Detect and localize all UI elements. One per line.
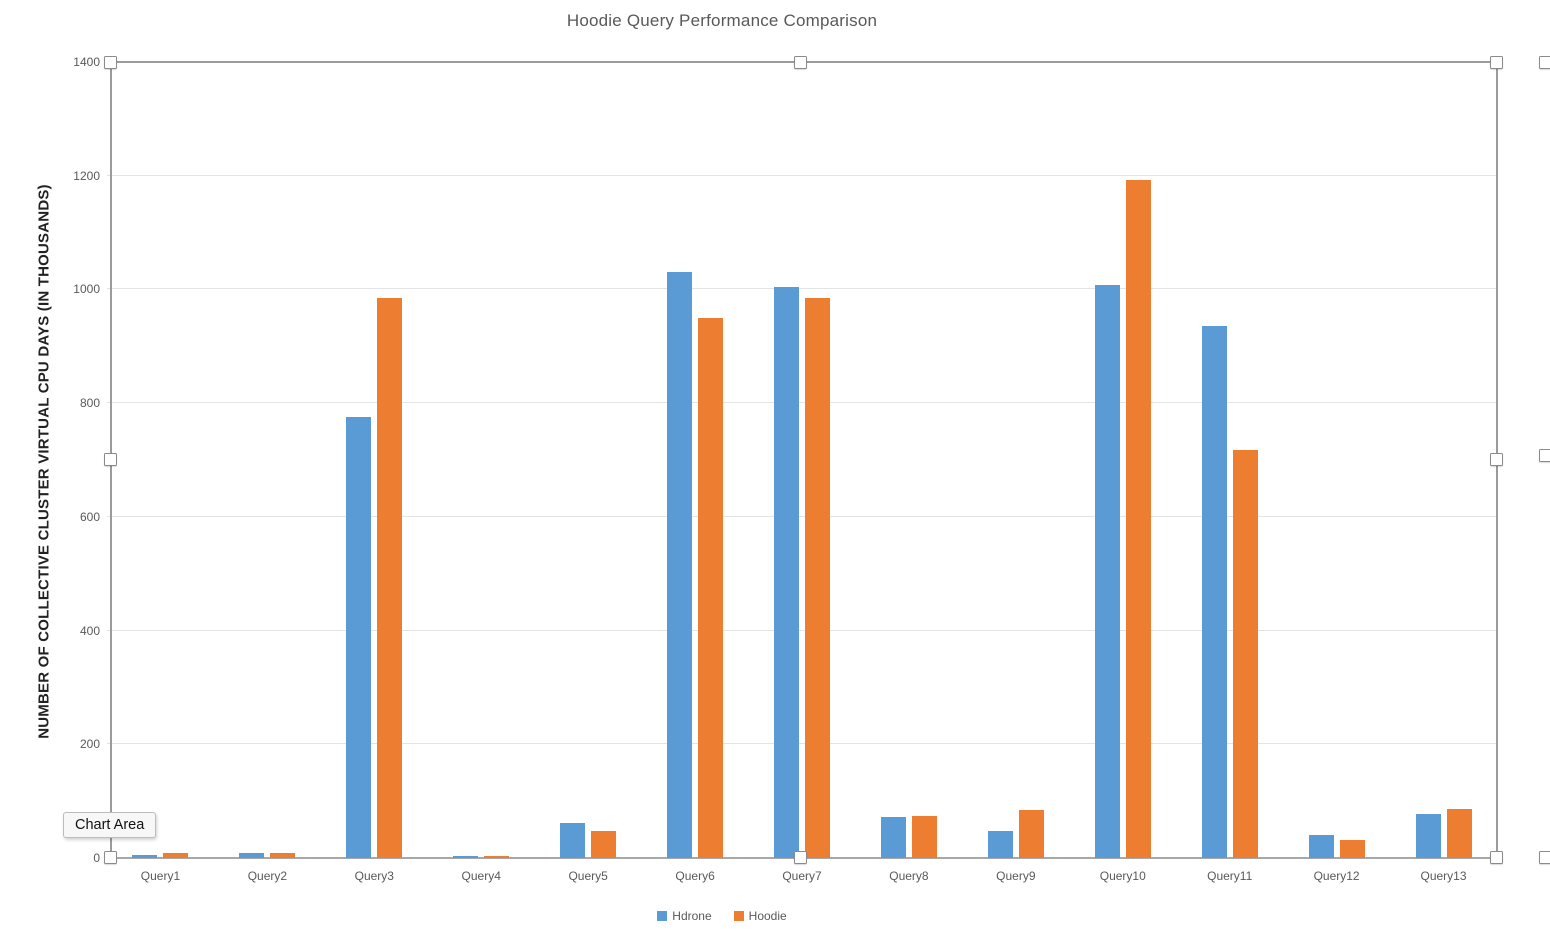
y-tick-label-1400: 1400: [73, 55, 100, 69]
x-tick-label-query11: Query11: [1207, 869, 1253, 883]
bar-hoodie-query7[interactable]: [805, 297, 830, 858]
bar-hdrone-query1[interactable]: [132, 855, 158, 858]
bar-hoodie-query2[interactable]: [270, 853, 296, 858]
x-tick-label-query5: Query5: [568, 869, 608, 883]
selection-handle-mid-right[interactable]: [1490, 453, 1503, 466]
y-tick-label-400: 400: [79, 623, 100, 638]
y-axis-tick-labels[interactable]: 0 200 400 600 800 1000 1200 1400: [38, 0, 100, 934]
bar-hoodie-query11[interactable]: [1232, 449, 1258, 858]
x-tick-label-query9: Query9: [996, 869, 1036, 883]
gridline-1200: [107, 174, 1497, 176]
x-tick-label-query8: Query8: [889, 869, 929, 883]
bar-hoodie-query10[interactable]: [1125, 180, 1151, 858]
legend[interactable]: Hdrone Hoodie: [107, 906, 1337, 926]
y-tick-label-1200: 1200: [73, 168, 100, 183]
bar-hdrone-query10[interactable]: [1094, 284, 1120, 858]
gridline-600: [107, 515, 1497, 517]
bar-hdrone-query11[interactable]: [1201, 326, 1227, 858]
bar-hoodie-query3[interactable]: [377, 297, 403, 858]
bar-hoodie-query13[interactable]: [1446, 808, 1472, 858]
bar-hoodie-query1[interactable]: [163, 853, 189, 858]
gridline-400: [107, 629, 1497, 631]
gridline-200: [107, 743, 1497, 745]
y-tick-label-1000: 1000: [73, 282, 100, 297]
bar-hdrone-query9[interactable]: [987, 830, 1013, 858]
legend-item-hdrone[interactable]: Hdrone: [657, 909, 712, 923]
bar-hdrone-query8[interactable]: [880, 816, 906, 858]
bar-hoodie-query9[interactable]: [1018, 810, 1044, 858]
plot-area[interactable]: [107, 61, 1497, 859]
selection-handle-bottom-left[interactable]: [104, 851, 117, 864]
x-tick-label-query7: Query7: [782, 869, 822, 883]
chart-handle-top-right-clipped[interactable]: [1539, 56, 1550, 69]
legend-swatch-hoodie: [733, 911, 744, 921]
chart-handle-mid-right-clipped[interactable]: [1539, 449, 1550, 462]
y-tick-label-200: 200: [79, 737, 100, 752]
bar-hoodie-query8[interactable]: [911, 815, 937, 858]
selection-handle-bottom-right[interactable]: [1490, 851, 1503, 864]
x-tick-label-query4: Query4: [461, 869, 501, 883]
x-tick-label-query6: Query6: [675, 869, 715, 883]
selection-handle-top-right[interactable]: [1490, 56, 1503, 69]
x-tick-label-query10: Query10: [1099, 869, 1146, 883]
y-tick-label-800: 800: [79, 396, 100, 411]
y-tick-label-600: 600: [79, 509, 100, 524]
legend-item-hoodie[interactable]: Hoodie: [733, 909, 787, 923]
x-axis-tick-labels[interactable]: Query1 Query2 Query3 Query4 Query5 Query6 Quer…: [107, 868, 1497, 888]
legend-label-hdrone: Hdrone: [672, 909, 712, 923]
x-tick-label-query12: Query12: [1313, 869, 1360, 883]
bar-hoodie-query5[interactable]: [591, 830, 617, 858]
bar-hdrone-query6[interactable]: [667, 272, 693, 858]
gridline-1000: [107, 288, 1497, 290]
x-tick-label-query13: Query13: [1420, 869, 1467, 883]
bar-hoodie-query12[interactable]: [1339, 839, 1365, 858]
selection-handle-mid-left[interactable]: [104, 453, 117, 466]
y-tick-label-0: 0: [93, 851, 100, 865]
bar-hdrone-query7[interactable]: [774, 286, 799, 858]
selection-handle-bottom-center[interactable]: [794, 851, 807, 864]
chart-handle-bottom-right-clipped[interactable]: [1539, 851, 1550, 864]
bar-hdrone-query5[interactable]: [560, 823, 586, 858]
legend-label-hoodie: Hoodie: [748, 909, 787, 923]
x-tick-label-query2: Query2: [247, 869, 288, 883]
bar-hdrone-query2[interactable]: [239, 853, 265, 858]
chart-area-tooltip: Chart Area: [63, 812, 157, 838]
gridline-800: [107, 402, 1497, 404]
x-tick-label-query3: Query3: [354, 869, 394, 883]
bar-hoodie-query6[interactable]: [698, 317, 724, 858]
selection-handle-top-center[interactable]: [794, 56, 807, 69]
bar-hdrone-query13[interactable]: [1415, 814, 1441, 858]
bar-hdrone-query4[interactable]: [453, 855, 479, 858]
selection-handle-top-left[interactable]: [104, 56, 117, 69]
bar-hoodie-query4[interactable]: [484, 855, 510, 858]
x-tick-label-query1: Query1: [140, 869, 181, 883]
legend-swatch-hdrone: [657, 911, 668, 921]
bar-hdrone-query12[interactable]: [1308, 835, 1334, 858]
bar-hdrone-query3[interactable]: [346, 417, 372, 858]
chart-title[interactable]: Hoodie Query Performance Comparison: [566, 11, 878, 30]
